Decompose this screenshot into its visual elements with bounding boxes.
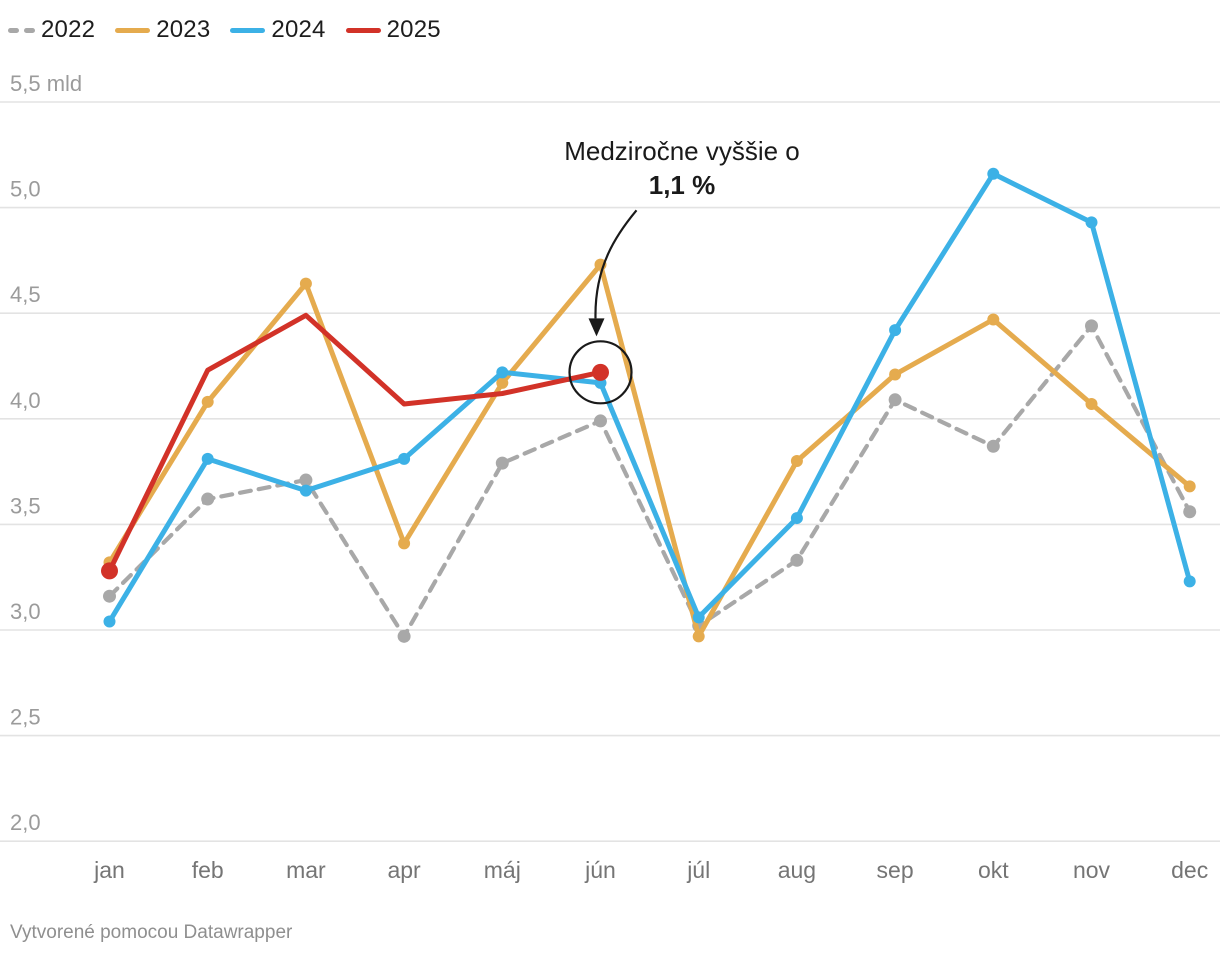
2022-point-nov [1085, 319, 1098, 333]
swatch-bar [8, 27, 19, 33]
2024-point-nov [1085, 216, 1098, 229]
x-axis-tick-label: aug [778, 857, 816, 883]
legend-label: 2022 [41, 16, 96, 43]
legend-item-2023: 2023 [115, 16, 210, 44]
line-2023 [107, 262, 1193, 639]
annotation-arrow [594, 209, 638, 319]
x-axis-tick-label: mar [286, 857, 326, 883]
y-axis-tick-label: 5,0 [10, 177, 41, 202]
y-axis-tick-label: 3,0 [10, 599, 41, 624]
x-axis-tick-label: dec [1171, 857, 1208, 883]
2023-point-okt [987, 313, 1000, 326]
line-2024 [107, 171, 1193, 625]
swatch-bar [24, 27, 35, 33]
swatch-bar [230, 27, 266, 33]
line-swatch-icon [115, 27, 151, 33]
annotation-circle [568, 340, 633, 405]
chart-legend: 2022 2023 2024 2025 [8, 16, 441, 44]
y-axis-tick-label: 3,5 [10, 493, 41, 518]
2022-point-apr [397, 629, 411, 643]
2022-point-feb [201, 492, 215, 506]
2024-point-jan [103, 615, 116, 628]
2025-point-jan [101, 562, 118, 580]
legend-label: 2024 [271, 16, 326, 43]
2024-point-júl [692, 611, 705, 624]
2023-point-nov [1085, 398, 1098, 411]
2024-point-aug [790, 512, 803, 525]
y-axis-tick-label: 4,0 [10, 388, 41, 413]
swatch-bar [345, 27, 381, 33]
2022-point-sep [888, 393, 902, 407]
x-axis-tick-label: nov [1073, 857, 1111, 883]
legend-item-2025: 2025 [345, 16, 441, 44]
2023-point-júl [692, 630, 705, 643]
x-axis-tick-label: apr [387, 857, 421, 883]
annotation-line1: Medziročne vyššie o [564, 136, 800, 166]
2022-point-aug [790, 553, 804, 567]
line-swatch-icon [345, 27, 381, 33]
annotation-line2: 1,1 % [648, 170, 716, 200]
2022-point-jan [103, 589, 116, 603]
2024-point-mar [299, 484, 312, 497]
2023-point-dec [1183, 480, 1196, 493]
x-axis-tick-label: jún [584, 857, 616, 883]
dashed-line-swatch-icon [8, 27, 35, 33]
x-axis-tick-label: máj [484, 857, 521, 883]
2024-point-okt [987, 167, 1000, 180]
y-axis-tick-label: 2,0 [10, 810, 41, 835]
2023-point-apr [398, 537, 411, 550]
legend-item-2022: 2022 [8, 16, 95, 44]
2023-point-mar [299, 277, 312, 290]
x-axis-tick-label: okt [978, 857, 1009, 883]
2024-point-máj [496, 366, 509, 379]
y-axis-tick-label: 4,5 [10, 282, 41, 307]
2022-point-dec [1183, 505, 1197, 519]
x-axis-tick-label: sep [877, 857, 914, 883]
attribution-credit: Vytvorené pomocou Datawrapper [10, 922, 293, 943]
2022-point-jún [594, 414, 607, 428]
2024-point-feb [201, 452, 214, 465]
2022-point-mar [299, 473, 313, 487]
y-axis-tick-label: 5,5 mld [10, 71, 82, 96]
2023-point-máj [496, 376, 509, 389]
x-axis-tick-label: jan [93, 857, 125, 883]
x-axis-tick-label: feb [192, 857, 224, 883]
y-axis-tick-label: 2,5 [10, 705, 41, 730]
2023-point-aug [790, 455, 803, 468]
swatch-bar [115, 27, 151, 33]
2024-point-apr [398, 452, 411, 465]
line-swatch-icon [230, 27, 266, 33]
2022-point-okt [986, 439, 1000, 453]
2025-point-jún [592, 363, 609, 381]
annotation-arrowhead [588, 318, 605, 337]
2023-point-feb [201, 395, 214, 408]
x-axis-tick-label: júl [686, 857, 710, 883]
2023-point-sep [889, 368, 902, 381]
legend-item-2024: 2024 [230, 16, 325, 44]
legend-label: 2023 [156, 16, 211, 43]
annotation-text: Medziročne vyššie o 1,1 % [556, 134, 808, 202]
2022-point-máj [495, 456, 509, 470]
2024-point-sep [889, 324, 902, 337]
legend-label: 2025 [386, 16, 441, 43]
2024-point-dec [1183, 575, 1196, 588]
line-2025 [107, 312, 603, 574]
